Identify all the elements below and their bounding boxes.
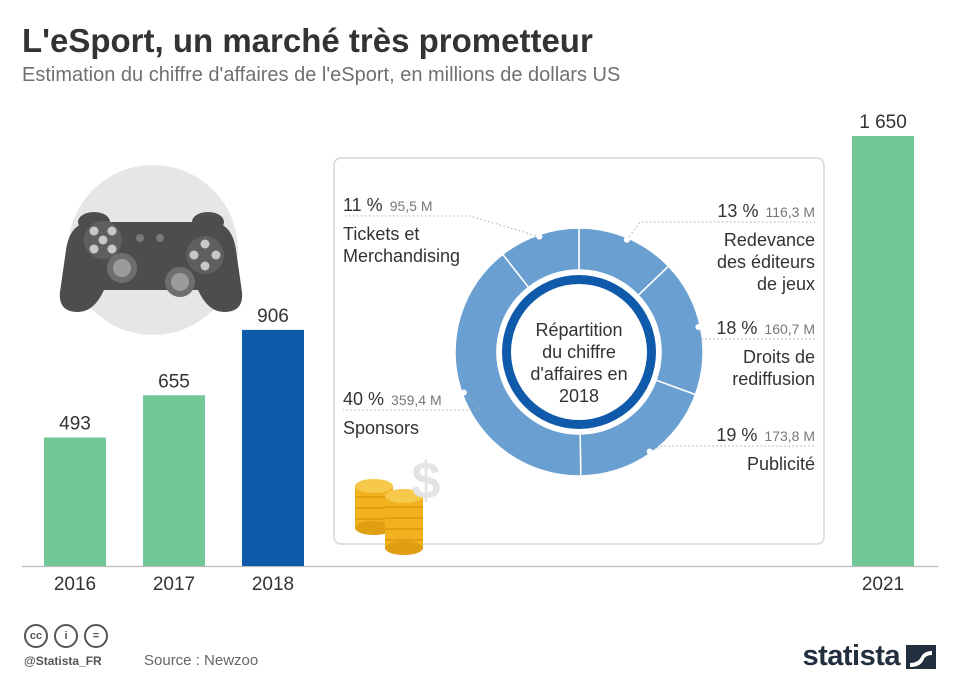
x-tick-label: 2017 <box>153 574 195 595</box>
pie-slice-label: Sponsors <box>343 418 419 438</box>
attribution-icon[interactable]: i <box>54 624 78 648</box>
pie-slice-label: Droits de <box>743 347 815 367</box>
pie-slice-value: 359,4 M <box>391 392 442 408</box>
source-note: Source : Newzoo <box>144 652 259 669</box>
bar-value-label: 493 <box>59 414 91 435</box>
x-tick-label: 2018 <box>252 574 294 595</box>
leader-line <box>649 445 815 452</box>
leader-dot <box>536 233 543 240</box>
pie-title-line: 2018 <box>559 386 599 406</box>
pie-title-line: Répartition <box>535 320 622 340</box>
bar-2018 <box>242 329 304 566</box>
statista-logo-icon <box>906 644 936 669</box>
pie-slice-header: 19 % 173,8 M <box>716 425 815 445</box>
coins-icon <box>355 479 423 555</box>
pie-slice-label: Merchandising <box>343 246 460 266</box>
bar-2021 <box>852 136 914 566</box>
twitter-handle[interactable]: @Statista_FR <box>24 654 102 668</box>
pie-slice-header: 40 % 359,4 M <box>343 389 442 409</box>
pie-slice-percent: 19 % <box>716 425 757 445</box>
pie-slice-percent: 11 % <box>343 195 383 215</box>
pie-slice-percent: 40 % <box>343 389 384 409</box>
bar-value-label: 906 <box>257 306 289 327</box>
pie-slice-value: 116,3 M <box>765 204 815 220</box>
pie-slice-label: Redevance <box>724 230 815 250</box>
pie-slice-header: 18 % 160,7 M <box>716 318 815 338</box>
pie-slice-percent: 13 % <box>717 201 758 221</box>
bar-value-label: 1 650 <box>859 112 907 133</box>
leader-line <box>343 215 540 238</box>
cc-icon[interactable]: cc <box>24 624 48 648</box>
bar-chart: 493 2016 655 2017 906 2018 1 650 2021 <box>22 112 938 595</box>
pie-slice-percent: 18 % <box>716 318 757 338</box>
pie-slice-label: rediffusion <box>732 369 815 389</box>
page-title: L'eSport, un marché très prometteur <box>22 22 593 59</box>
pie-slice-label: Tickets et <box>343 224 419 244</box>
x-tick-label: 2016 <box>54 574 96 595</box>
page-subtitle: Estimation du chiffre d'affaires de l'eS… <box>22 64 621 86</box>
dollar-icon: $ <box>412 452 441 510</box>
no-derivatives-icon[interactable]: = <box>84 624 108 648</box>
pie-slice-label: des éditeurs <box>717 252 815 272</box>
pie-title-line: du chiffre <box>542 342 616 362</box>
statista-logo[interactable]: statista <box>802 640 936 673</box>
x-tick-label: 2021 <box>862 574 904 595</box>
pie-slice-label: de jeux <box>757 274 815 294</box>
bar-value-label: 655 <box>158 371 190 392</box>
bar-2016 <box>44 437 106 566</box>
leader-dot <box>460 389 467 396</box>
leader-line <box>697 326 815 340</box>
pie-slice-value: 160,7 M <box>764 321 815 337</box>
pie-slice-value: 95,5 M <box>390 198 433 214</box>
bar-2017 <box>143 395 205 566</box>
brand-name: statista <box>802 640 900 672</box>
pie-slice-value: 173,8 M <box>764 428 815 444</box>
pie-title-line: d'affaires en <box>530 364 627 384</box>
leader-dot <box>695 323 702 330</box>
gamepad-icon <box>59 165 243 335</box>
leader-dot <box>623 236 630 243</box>
pie-slice-header: 13 % 116,3 M <box>717 201 815 221</box>
pie-slice-header: 11 % 95,5 M <box>343 195 433 215</box>
license-icons: cc i = <box>24 624 108 648</box>
leader-dot <box>646 448 653 455</box>
pie-center <box>511 284 647 420</box>
pie-slice-label: Publicité <box>747 454 815 474</box>
